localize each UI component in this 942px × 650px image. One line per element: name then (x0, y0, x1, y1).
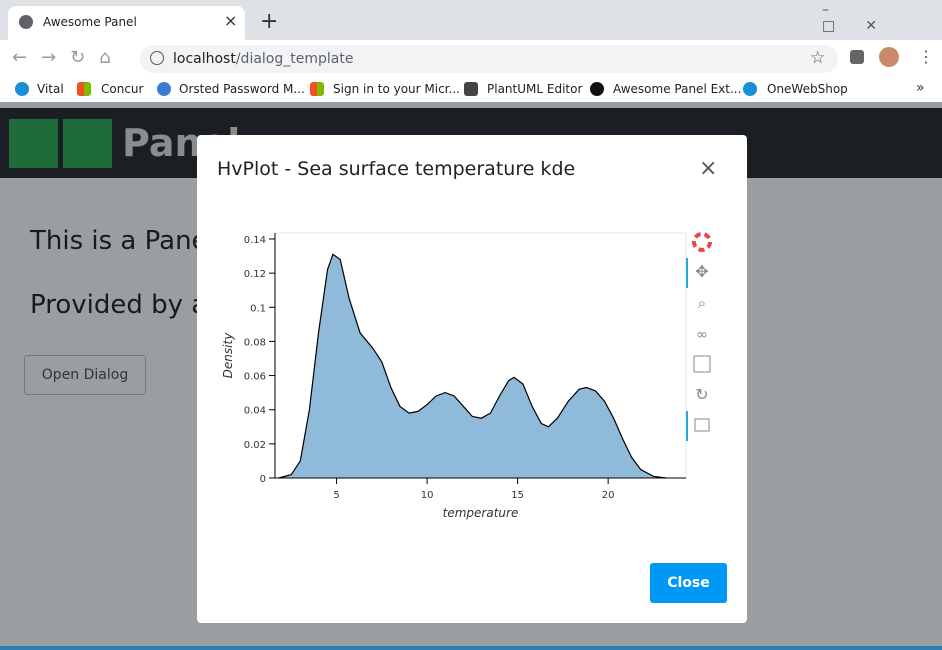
tab-title: Awesome Panel (43, 15, 137, 29)
x-axis-label: temperature (443, 506, 519, 520)
y-tick-label: 0.08 (244, 337, 266, 348)
dialog-title: HvPlot - Sea surface temperature kde (217, 158, 576, 180)
menu[interactable]: ⋮ (918, 47, 934, 66)
panel-logo (63, 119, 112, 168)
bokeh-logo (692, 232, 712, 252)
url-host: localhost (173, 51, 236, 67)
bookmark-icon (310, 82, 324, 96)
y-tick-label: 0.04 (244, 406, 266, 417)
bookmark-icon (157, 82, 171, 96)
plot-tools[interactable]: ✥ ⌕ ∞ ↻ (686, 232, 712, 441)
bookmark[interactable]: Sign in to your Micr... (333, 82, 460, 96)
bookmark-icon (464, 82, 478, 96)
address-bar[interactable] (140, 45, 838, 73)
x-tick-label: 5 (333, 490, 339, 501)
y-tick-label: 0 (260, 474, 266, 485)
info-icon (150, 51, 164, 65)
bookmark[interactable]: OneWebShop (767, 82, 848, 96)
y-tick-label: 0.06 (244, 372, 266, 383)
bookmark-icon (77, 82, 91, 96)
pan-tool[interactable]: ✥ (695, 262, 708, 281)
heading: This is a Pane (30, 226, 208, 256)
url-path: /dialog_template (235, 51, 354, 67)
bookmark[interactable]: Concur (101, 82, 144, 96)
y-tick-label: 0.14 (244, 235, 266, 246)
zoom-tool[interactable]: ⌕ (698, 294, 706, 312)
url: localhost/dialog_template (173, 51, 353, 67)
new-tab[interactable]: + (260, 9, 279, 34)
x-tick-label: 20 (602, 490, 615, 501)
avatar[interactable] (879, 47, 899, 67)
menu-logo (9, 119, 58, 168)
dialog-close-icon[interactable]: × (699, 156, 718, 181)
tab-icon (19, 15, 33, 29)
kde-area (278, 254, 667, 478)
bookmark-icon (743, 82, 757, 96)
bookmark[interactable]: Awesome Panel Ext... (613, 82, 742, 96)
dialog-close-button[interactable]: Close (650, 563, 727, 603)
save-tool[interactable] (693, 355, 711, 373)
y-axis-label: Density (221, 332, 235, 379)
tab[interactable] (8, 6, 245, 40)
tool-active (686, 258, 688, 288)
extensions[interactable] (850, 50, 864, 64)
bottom-strip (0, 646, 942, 650)
hover-tool[interactable] (694, 418, 710, 432)
reset-tool[interactable]: ↻ (695, 385, 708, 404)
more-bookmarks[interactable]: » (916, 80, 925, 96)
bookmark-icon (590, 82, 604, 96)
tool-active (686, 411, 688, 441)
tab-close[interactable]: × (224, 11, 238, 30)
bookmark[interactable]: PlantUML Editor (487, 82, 583, 96)
x-tick-label: 15 (511, 490, 524, 501)
y-tick-label: 0.1 (250, 303, 266, 314)
bookmark[interactable]: Orsted Password M... (179, 82, 305, 96)
y-tick-label: 0.12 (244, 269, 266, 280)
window-controls[interactable]: –□✕ (822, 2, 907, 34)
y-tick-label: 0.02 (244, 440, 266, 451)
bookmark[interactable]: Vital (37, 82, 64, 96)
x-tick-label: 10 (421, 490, 434, 501)
star[interactable]: ☆ (810, 48, 826, 68)
nav-buttons[interactable]: ←→↻⌂ (12, 47, 125, 68)
bookmark-icon (15, 82, 29, 96)
open-dialog-button[interactable]: Open Dialog (24, 355, 146, 395)
wheel-zoom-tool[interactable]: ∞ (696, 327, 708, 343)
heading: Provided by a (30, 290, 208, 320)
kde-line (278, 253, 667, 479)
